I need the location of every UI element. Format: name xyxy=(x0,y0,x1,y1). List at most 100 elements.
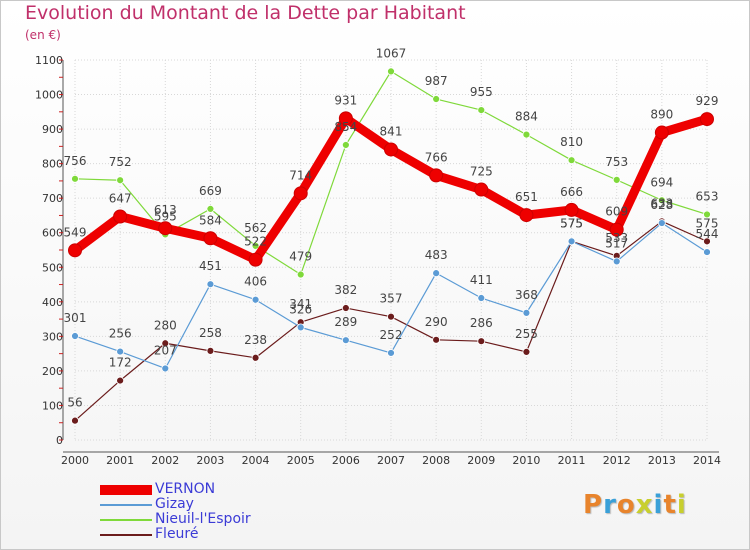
data-point xyxy=(341,304,350,312)
data-point xyxy=(564,202,579,217)
y-tick-label: 100 xyxy=(42,399,63,412)
legend-label: Gizay xyxy=(155,496,194,512)
data-point xyxy=(474,182,489,197)
data-label: 669 xyxy=(199,184,222,198)
data-label: 56 xyxy=(67,396,82,410)
x-tick-label: 2009 xyxy=(467,454,495,467)
logo-letter: r xyxy=(603,490,617,520)
data-label: 987 xyxy=(425,74,448,88)
legend-label: VERNON xyxy=(155,481,216,497)
x-tick-label: 2001 xyxy=(106,454,134,467)
data-label: 753 xyxy=(605,155,628,169)
data-point xyxy=(567,156,576,165)
y-tick-label: 600 xyxy=(42,227,63,240)
data-label: 522 xyxy=(244,235,267,249)
logo-letter: x xyxy=(635,490,654,520)
data-point xyxy=(296,270,305,279)
legend: VERNON Gizay Nieuil-l'Espoir Fleuré xyxy=(100,482,400,542)
data-label: 575 xyxy=(560,216,583,230)
legend-swatch xyxy=(100,485,152,495)
data-label: 357 xyxy=(380,292,403,306)
data-label: 406 xyxy=(244,275,267,289)
data-label: 562 xyxy=(244,221,267,235)
y-tick-label: 200 xyxy=(42,365,63,378)
legend-item: Gizay xyxy=(100,497,400,512)
data-label: 258 xyxy=(199,326,222,340)
data-label: 841 xyxy=(380,124,403,138)
y-tick-label: 1000 xyxy=(35,89,63,102)
x-tick-label: 2008 xyxy=(422,454,450,467)
data-label: 238 xyxy=(244,333,267,347)
data-label: 517 xyxy=(605,236,628,250)
logo-letter: o xyxy=(616,490,636,520)
data-point xyxy=(387,349,395,357)
logo-letter: P xyxy=(583,490,604,520)
data-label: 256 xyxy=(109,327,132,341)
legend-item: VERNON xyxy=(100,482,400,497)
legend-label: Nieuil-l'Espoir xyxy=(155,511,251,527)
data-point xyxy=(657,196,666,205)
data-point xyxy=(384,142,398,157)
x-tick-label: 2007 xyxy=(377,454,405,467)
data-point xyxy=(341,141,350,149)
data-label: 628 xyxy=(650,198,673,212)
data-point xyxy=(609,222,624,237)
y-tick-label: 500 xyxy=(42,261,63,274)
data-point xyxy=(519,208,534,223)
data-label: 653 xyxy=(696,189,719,203)
data-label: 575 xyxy=(696,216,719,230)
data-point xyxy=(113,209,128,224)
data-label: 549 xyxy=(64,225,87,239)
data-point xyxy=(654,125,669,140)
data-label: 854 xyxy=(334,120,357,134)
data-point xyxy=(206,204,215,213)
x-tick-label: 2012 xyxy=(603,454,631,467)
data-label: 810 xyxy=(560,135,583,149)
data-label: 766 xyxy=(425,150,448,164)
data-label: 341 xyxy=(289,297,312,311)
data-label: 368 xyxy=(515,288,538,302)
data-label: 613 xyxy=(154,203,177,217)
data-label: 955 xyxy=(470,85,493,99)
data-point xyxy=(116,376,125,385)
data-label: 326 xyxy=(289,302,312,316)
logo-letter: i xyxy=(676,490,687,520)
data-point xyxy=(206,280,215,289)
chart-subtitle: (en €) xyxy=(25,28,61,42)
data-label: 609 xyxy=(605,205,628,219)
data-point xyxy=(612,175,621,184)
data-label: 666 xyxy=(560,185,583,199)
data-label: 252 xyxy=(380,328,403,342)
y-tick-label: 800 xyxy=(42,158,63,171)
data-label: 756 xyxy=(64,154,87,168)
data-label: 694 xyxy=(650,175,673,189)
data-label: 929 xyxy=(696,94,719,108)
data-label: 483 xyxy=(425,248,448,262)
data-label: 595 xyxy=(154,209,177,223)
data-label: 544 xyxy=(696,227,719,241)
y-tick-label: 400 xyxy=(42,296,63,309)
data-point xyxy=(71,416,79,425)
x-tick-label: 2010 xyxy=(512,454,540,467)
data-label: 931 xyxy=(334,93,357,107)
data-label: 382 xyxy=(334,283,357,297)
data-point xyxy=(203,231,218,246)
data-point xyxy=(657,219,666,227)
data-label: 633 xyxy=(650,196,673,210)
data-point xyxy=(432,335,441,344)
data-point xyxy=(522,130,531,139)
legend-swatch xyxy=(100,504,152,506)
data-point xyxy=(477,294,486,302)
data-label: 714 xyxy=(289,168,312,182)
data-label: 651 xyxy=(515,190,538,204)
data-point xyxy=(116,176,125,185)
data-point xyxy=(432,95,441,103)
data-point xyxy=(116,347,125,356)
data-point xyxy=(432,269,441,278)
y-tick-label: 300 xyxy=(42,330,63,343)
data-point xyxy=(700,112,714,127)
legend-item: Fleuré xyxy=(100,527,400,542)
proxiti-logo: Proxiti xyxy=(583,490,687,520)
